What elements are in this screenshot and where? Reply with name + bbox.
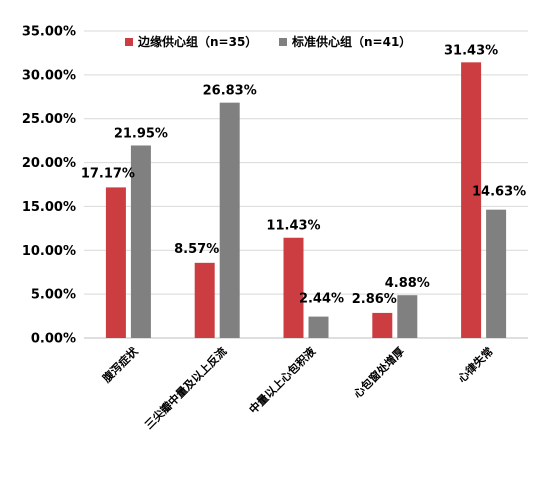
y-tick-label: 30.00% xyxy=(22,68,76,83)
data-labels: 17.17% 21.95% 8.57% 26.83% 11.43% 2.44% 2.86%4… xyxy=(81,43,526,307)
x-tick-label: 中量以上心包积液 xyxy=(246,344,319,417)
x-tick-label: 腹泻症状 xyxy=(100,344,142,386)
data-label-series1-3: 11.43% xyxy=(266,219,320,234)
bar-series1-2 xyxy=(194,262,215,338)
bar-series2-1 xyxy=(130,145,151,338)
y-tick-label: 15.00% xyxy=(22,200,76,215)
y-tick-label: 10.00% xyxy=(22,244,76,259)
x-tick-label: 三尖瓣中量及以上反流 xyxy=(142,344,230,432)
legend-swatch xyxy=(279,38,287,46)
y-tick-label: 0.00% xyxy=(31,332,76,347)
x-axis: 腹泻症状 三尖瓣中量及以上反流 中量以上心包积液 心包窗处增厚 心律失常 xyxy=(100,344,496,432)
data-label-series2-5: 14.63% xyxy=(472,185,526,200)
bar-series2-2 xyxy=(219,102,240,339)
bar-series2-5 xyxy=(486,209,507,338)
y-tick-label: 35.00% xyxy=(22,25,76,40)
y-tick-label: 5.00% xyxy=(31,288,76,303)
data-label-series2-2: 26.83% xyxy=(203,84,257,99)
data-label-series2-1: 21.95% xyxy=(114,126,168,141)
legend-label: 边缘供心组（n=35） xyxy=(137,34,257,49)
y-tick-label: 25.00% xyxy=(22,112,76,127)
bar-series1-5 xyxy=(461,62,482,339)
bar-series2-3 xyxy=(308,316,329,338)
data-label-series1-2: 8.57% xyxy=(174,242,219,257)
data-label-series2-3: 2.44% xyxy=(299,292,344,307)
legend-label: 标准供心组（n=41） xyxy=(291,34,411,49)
legend: 边缘供心组（n=35） 标准供心组（n=41） xyxy=(125,34,411,49)
bar-series1-1 xyxy=(105,187,126,338)
x-tick-label: 心包窗处增厚 xyxy=(350,344,407,401)
bar-series2-4 xyxy=(397,295,418,338)
data-label-series2-4: 4.88% xyxy=(385,276,430,291)
legend-swatch xyxy=(125,38,133,46)
data-label-series1-4: 2.86% xyxy=(352,292,397,307)
bar-series1-3 xyxy=(283,237,304,338)
bars xyxy=(105,62,507,339)
data-label-series1-5: 31.43% xyxy=(444,43,498,58)
y-axis: 0.00% 5.00% 10.00% 15.00% 20.00% 25.00% 30.00%… xyxy=(22,25,76,347)
x-tick-label: 心律失常 xyxy=(455,344,496,385)
bar-series1-4 xyxy=(372,312,393,338)
data-label-series1-1: 17.17% xyxy=(81,166,135,181)
y-tick-label: 20.00% xyxy=(22,156,76,171)
gridlines xyxy=(84,30,528,339)
